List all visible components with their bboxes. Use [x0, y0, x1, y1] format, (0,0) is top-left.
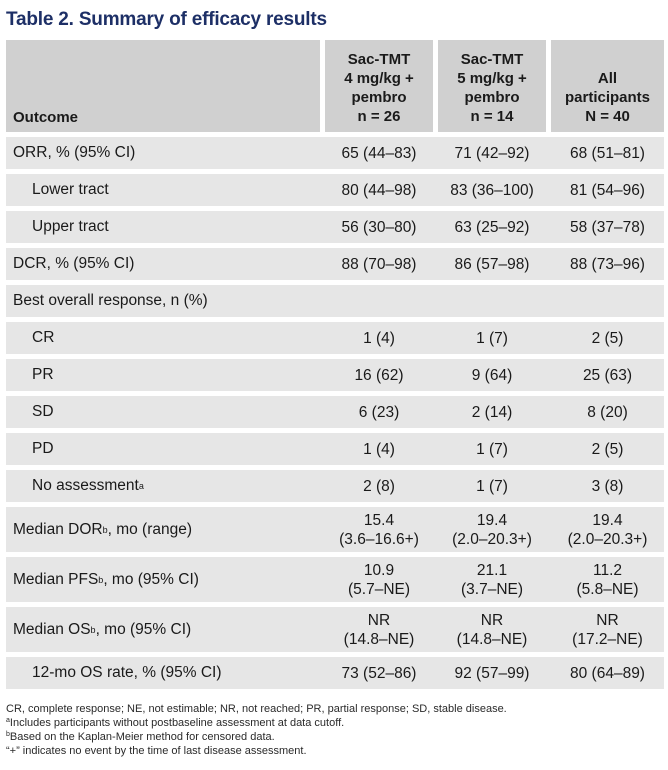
cell-all: NR (17.2–NE) [572, 611, 643, 648]
cell-4mg: 1 (4) [363, 440, 395, 458]
row-label: ORR, % (95% CI) [13, 144, 136, 161]
row-label: DCR, % (95% CI) [13, 255, 135, 272]
table-row: PR 16 (62) 9 (64) 25 (63) [6, 359, 664, 391]
cell-all: 2 (5) [591, 329, 624, 347]
cell-5mg: 86 (57–98) [454, 255, 530, 273]
header-col-4mg: Sac-TMT 4 mg/kg + pembro n = 26 [325, 40, 433, 132]
table-row: Upper tract 56 (30–80) 63 (25–92) 58 (37… [6, 211, 664, 243]
cell-all: 3 (8) [591, 477, 624, 495]
row-label: No assessment a [32, 477, 144, 494]
row-label: 12-mo OS rate, % (95% CI) [32, 664, 222, 681]
cell-all: 81 (54–96) [570, 181, 645, 199]
row-label: Upper tract [32, 218, 109, 235]
cell-all: 8 (20) [587, 403, 628, 421]
header-col-all: All participants N = 40 [551, 40, 664, 132]
cell-4mg: 56 (30–80) [341, 218, 417, 236]
table-title: Table 2. Summary of efficacy results [6, 9, 327, 30]
cell-4mg: 2 (8) [363, 477, 395, 495]
cell-all: 58 (37–78) [570, 218, 645, 236]
cell-5mg: 19.4 (2.0–20.3+) [452, 511, 532, 548]
table-row: Median OS b, mo (95% CI) NR (14.8–NE) NR (1… [6, 607, 664, 652]
footnote-abbreviations: CR, complete response; NE, not estimable… [6, 703, 507, 715]
table-row: SD 6 (23) 2 (14) 8 (20) [6, 396, 664, 428]
row-label: Best overall response, n (%) [13, 292, 208, 309]
table-row: Best overall response, n (%) [6, 285, 664, 317]
row-label: SD [32, 403, 54, 420]
table-row: 12-mo OS rate, % (95% CI) 73 (52–86) 92 … [6, 657, 664, 689]
cell-4mg: 10.9 (5.7–NE) [347, 561, 411, 598]
cell-5mg [438, 285, 546, 317]
cell-all: 19.4 (2.0–20.3+) [567, 511, 648, 548]
footnote-b: bBased on the Kaplan-Meier method for ce… [6, 731, 275, 743]
cell-5mg: 92 (57–99) [454, 664, 530, 682]
row-label: Lower tract [32, 181, 109, 198]
cell-all: 25 (63) [582, 366, 633, 384]
cell-4mg: 88 (70–98) [341, 255, 417, 273]
cell-5mg: 1 (7) [476, 440, 508, 458]
cell-4mg: 16 (62) [354, 366, 404, 384]
cell-all: 88 (73–96) [570, 255, 645, 273]
table-row: No assessment a 2 (8) 1 (7) 3 (8) [6, 470, 664, 502]
table-row: PD 1 (4) 1 (7) 2 (5) [6, 433, 664, 465]
table-row: CR 1 (4) 1 (7) 2 (5) [6, 322, 664, 354]
row-label: PR [32, 366, 54, 383]
row-label: Median PFS b, mo (95% CI) [13, 570, 199, 588]
table-header: Outcome Sac-TMT 4 mg/kg + pembro n = 26 Sa… [6, 40, 664, 132]
cell-4mg: 6 (23) [358, 403, 400, 421]
cell-4mg: 73 (52–86) [341, 664, 417, 682]
row-label: Median OS b, mo (95% CI) [13, 620, 192, 638]
cell-4mg: 1 (4) [363, 329, 395, 347]
table-row: ORR, % (95% CI) 65 (44–83) 71 (42–92) 68… [6, 137, 664, 169]
cell-5mg: 21.1 (3.7–NE) [460, 561, 524, 598]
table-row: Lower tract 80 (44–98) 83 (36–100) 81 (5… [6, 174, 664, 206]
table-row: DCR, % (95% CI) 88 (70–98) 86 (57–98) 88… [6, 248, 664, 280]
table-row: Median DOR b, mo (range) 15.4 (3.6–16.6+) … [6, 507, 664, 552]
footnote-plus: “+” indicates no event by the time of la… [6, 745, 307, 757]
cell-5mg: NR (14.8–NE) [456, 611, 528, 648]
cell-all: 80 (64–89) [570, 664, 645, 682]
cell-5mg: 71 (42–92) [454, 144, 530, 162]
row-label: Median DOR b, mo (range) [13, 520, 193, 538]
cell-5mg: 1 (7) [476, 329, 508, 347]
cell-all: 11.2 (5.8–NE) [576, 561, 639, 598]
efficacy-table: Outcome Sac-TMT 4 mg/kg + pembro n = 26 Sa… [6, 40, 664, 689]
footnote-a: aIncludes participants without postbasel… [6, 717, 345, 729]
row-label: PD [32, 440, 54, 457]
cell-4mg: 80 (44–98) [341, 181, 417, 199]
cell-5mg: 83 (36–100) [450, 181, 534, 199]
cell-4mg: 65 (44–83) [341, 144, 417, 162]
cell-4mg [325, 285, 433, 317]
table-row: Median PFS b, mo (95% CI) 10.9 (5.7–NE) 21… [6, 557, 664, 602]
header-col-5mg: Sac-TMT 5 mg/kg + pembro n = 14 [438, 40, 546, 132]
cell-5mg: 1 (7) [476, 477, 508, 495]
cell-4mg: NR (14.8–NE) [343, 611, 415, 648]
cell-5mg: 2 (14) [471, 403, 513, 421]
cell-5mg: 63 (25–92) [454, 218, 530, 236]
cell-all [551, 285, 664, 317]
row-label: CR [32, 329, 55, 346]
header-outcome: Outcome [6, 40, 320, 132]
cell-all: 2 (5) [591, 440, 624, 458]
cell-all: 68 (51–81) [570, 144, 645, 162]
cell-4mg: 15.4 (3.6–16.6+) [339, 511, 419, 548]
cell-5mg: 9 (64) [471, 366, 513, 384]
